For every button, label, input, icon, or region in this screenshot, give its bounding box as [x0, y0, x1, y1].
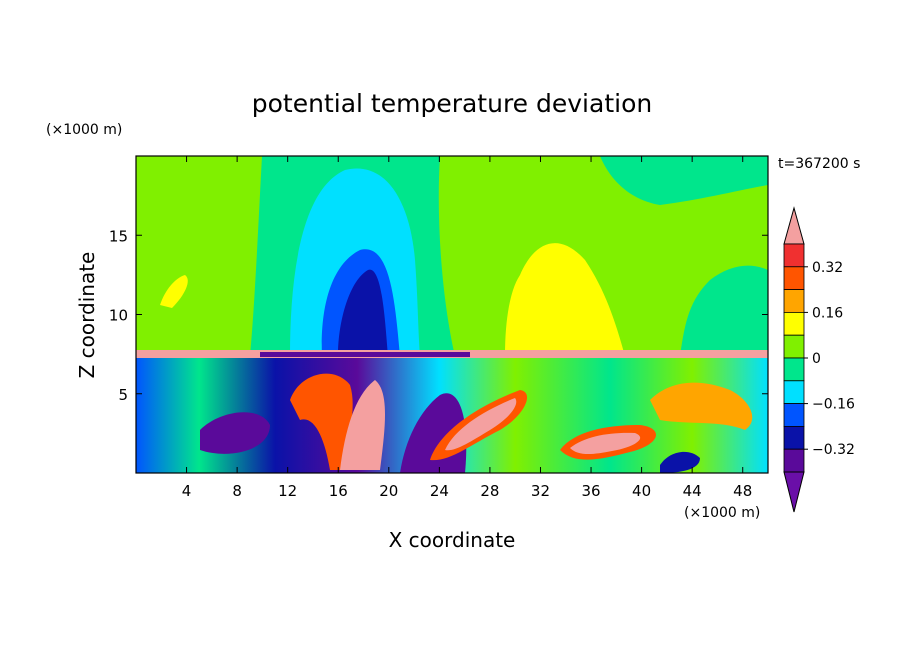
- field-left-yellow: [160, 275, 188, 308]
- colorbar: 0.32 0.16 0 −0.16 −0.32: [783, 206, 855, 513]
- field-lower-pink-2: [445, 398, 517, 451]
- colorbar-box: [783, 380, 805, 404]
- field-lower-purple-2: [200, 412, 270, 454]
- x-tick-label: 24: [430, 482, 449, 500]
- field-lower-darkblue-5: [660, 451, 700, 473]
- colorbar-box: [783, 425, 805, 450]
- colorbar-box: [783, 289, 805, 313]
- x-tick-label: 32: [531, 482, 550, 500]
- field-interface-dark: [260, 352, 470, 357]
- field-topright-teal: [600, 156, 768, 205]
- field-yellow-plume: [505, 243, 625, 356]
- field-lower-orange-4: [650, 382, 753, 430]
- x-tick-label: 40: [632, 482, 651, 500]
- colorbar-tick-label: −0.16: [812, 397, 855, 413]
- y-tick-label: 5: [118, 386, 128, 404]
- x-tick-label: 12: [278, 482, 297, 500]
- field-lower-pink-1: [340, 380, 385, 470]
- colorbar-tick-label: −0.32: [812, 442, 855, 458]
- colorbar-tick-label: 0.32: [812, 260, 843, 276]
- x-tick-label: 44: [683, 482, 702, 500]
- x-axis-title: X coordinate: [389, 528, 516, 552]
- chart-title: potential temperature deviation: [252, 89, 652, 118]
- field-right-teal: [680, 265, 768, 356]
- colorbar-extend-min: [783, 471, 805, 513]
- y-tick-label: 10: [109, 307, 128, 325]
- x-tick-label: 28: [480, 482, 499, 500]
- x-tick-label: 36: [581, 482, 600, 500]
- colorbar-box: [783, 334, 805, 359]
- x-tick-label: 48: [733, 482, 752, 500]
- colorbar-box: [783, 403, 805, 427]
- colorbar-tick-label: 0.16: [812, 305, 843, 321]
- y-axis: 5 10 15: [109, 227, 768, 404]
- x-tick-label: 20: [379, 482, 398, 500]
- colorbar-extend-max: [783, 206, 805, 245]
- colorbar-box: [783, 266, 805, 290]
- contour-field: [136, 156, 768, 473]
- colorbar-box: [783, 357, 805, 382]
- x-tick-label: 8: [232, 482, 242, 500]
- x-tick-label: 4: [182, 482, 192, 500]
- field-darkblue-core: [338, 269, 388, 356]
- colorbar-box: [783, 243, 805, 268]
- x-tick-label: 16: [329, 482, 348, 500]
- y-axis-title: Z coordinate: [75, 252, 99, 379]
- time-label: t=367200 s: [778, 156, 860, 172]
- field-lower-pink-3: [570, 432, 641, 455]
- colorbar-box: [783, 311, 805, 336]
- field-lower-red-1: [290, 373, 353, 470]
- colorbar-box: [783, 448, 805, 473]
- colorbar-tick-label: 0: [812, 351, 821, 367]
- x-unit-label: (×1000 m): [684, 505, 760, 521]
- y-unit-label: (×1000 m): [46, 122, 122, 138]
- x-axis: 4 8 12 16 20 24 28 32 36 40 44 48: [182, 156, 752, 500]
- y-tick-label: 15: [109, 227, 128, 245]
